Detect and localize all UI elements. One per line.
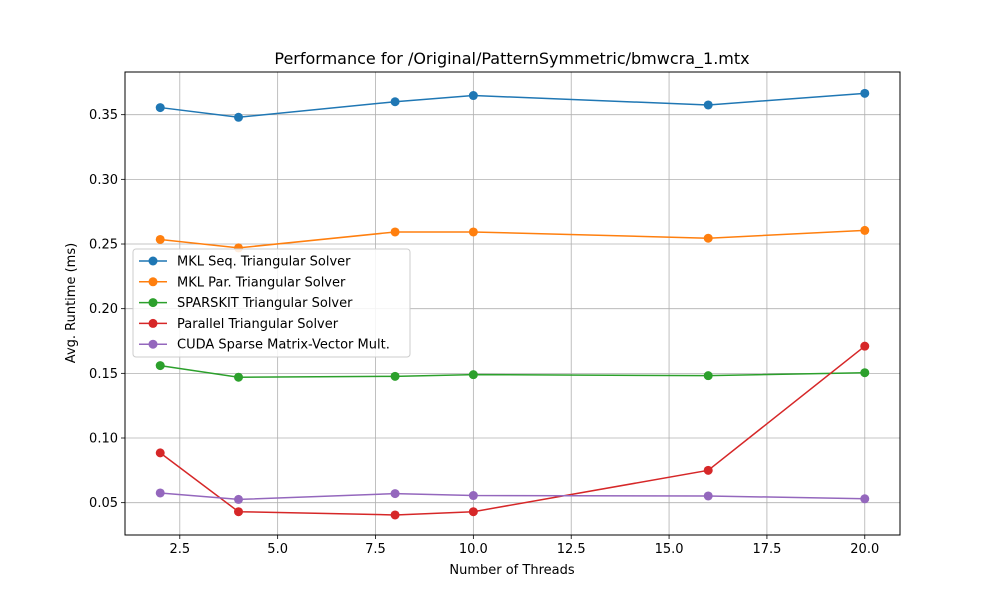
y-tick-label: 0.15 — [89, 367, 118, 382]
data-point — [703, 100, 713, 110]
y-tick-label: 0.05 — [89, 496, 118, 511]
series-line — [160, 229, 865, 249]
series-2 — [155, 225, 870, 253]
y-tick-label: 0.30 — [89, 173, 118, 188]
y-tick-label: 0.25 — [89, 238, 118, 253]
legend-swatch-marker — [148, 277, 158, 287]
legend-item: MKL Par. Triangular Solver — [139, 275, 346, 290]
legend-swatch-marker — [148, 256, 158, 266]
data-point — [468, 91, 478, 101]
data-series — [155, 88, 870, 520]
data-point — [390, 489, 400, 499]
legend-item: MKL Seq. Triangular Solver — [139, 255, 351, 270]
legend: MKL Seq. Triangular Solver MKL Par. Trian… — [132, 248, 411, 358]
data-point — [860, 494, 870, 504]
data-point — [703, 371, 713, 381]
data-point — [860, 88, 870, 98]
data-point — [468, 507, 478, 517]
y-tick-label: 0.10 — [89, 432, 118, 447]
data-point — [860, 225, 870, 235]
data-point — [468, 370, 478, 380]
data-point — [155, 448, 165, 458]
y-tick-label: 0.35 — [89, 108, 118, 123]
data-point — [155, 234, 165, 244]
data-point — [390, 97, 400, 107]
series-line — [160, 364, 865, 378]
legend-swatch-marker — [148, 339, 158, 349]
series-5 — [155, 488, 870, 504]
data-point — [234, 507, 244, 517]
data-point — [860, 368, 870, 378]
series-4 — [155, 341, 870, 520]
series-line — [159, 345, 866, 516]
legend-box — [132, 248, 411, 358]
legend-label: MKL Seq. Triangular Solver — [177, 255, 351, 270]
series-3 — [155, 361, 870, 382]
data-point — [234, 112, 244, 122]
data-point — [703, 465, 713, 475]
x-tick-label: 10.0 — [459, 542, 488, 557]
series-line — [160, 492, 865, 501]
series-1 — [155, 88, 870, 122]
data-point — [703, 233, 713, 243]
legend-label: SPARSKIT Triangular Solver — [177, 296, 353, 311]
legend-item: SPARSKIT Triangular Solver — [139, 296, 353, 311]
x-tick-label: 5.0 — [267, 542, 288, 557]
data-point — [155, 488, 165, 498]
data-point — [390, 371, 400, 381]
data-point — [234, 494, 244, 504]
data-point — [155, 361, 165, 371]
data-point — [703, 491, 713, 501]
series-line — [160, 92, 865, 119]
axis-ticks: 2.5 5.0 7.5 10.0 12.5 15.0 17.5 20.0 0.05 0.10 0.1… — [89, 108, 879, 557]
grid — [125, 72, 900, 535]
x-axis-label: Number of Threads — [449, 563, 574, 578]
y-axis-label: Avg. Runtime (ms) — [64, 243, 79, 363]
x-tick-label: 20.0 — [850, 542, 879, 557]
data-point — [234, 372, 244, 382]
data-point — [860, 341, 870, 351]
x-tick-label: 17.5 — [752, 542, 781, 557]
legend-item: CUDA Sparse Matrix-Vector Mult. — [139, 338, 390, 353]
x-tick-label: 12.5 — [557, 542, 586, 557]
data-point — [155, 103, 165, 113]
data-point — [390, 510, 400, 520]
data-point — [468, 491, 478, 501]
legend-item: Parallel Triangular Solver — [139, 317, 339, 332]
data-point — [390, 227, 400, 237]
legend-label: MKL Par. Triangular Solver — [177, 275, 346, 290]
legend-swatch-marker — [148, 298, 158, 308]
legend-swatch-marker — [148, 318, 158, 328]
x-tick-label: 15.0 — [655, 542, 684, 557]
data-point — [468, 227, 478, 237]
x-tick-label: 7.5 — [365, 542, 386, 557]
y-tick-label: 0.20 — [89, 302, 118, 317]
legend-label: CUDA Sparse Matrix-Vector Mult. — [177, 338, 390, 353]
x-tick-label: 2.5 — [169, 542, 190, 557]
chart-title: Performance for /Original/PatternSymmetr… — [274, 49, 749, 69]
plot-area-frame — [124, 71, 901, 536]
legend-label: Parallel Triangular Solver — [177, 317, 339, 332]
